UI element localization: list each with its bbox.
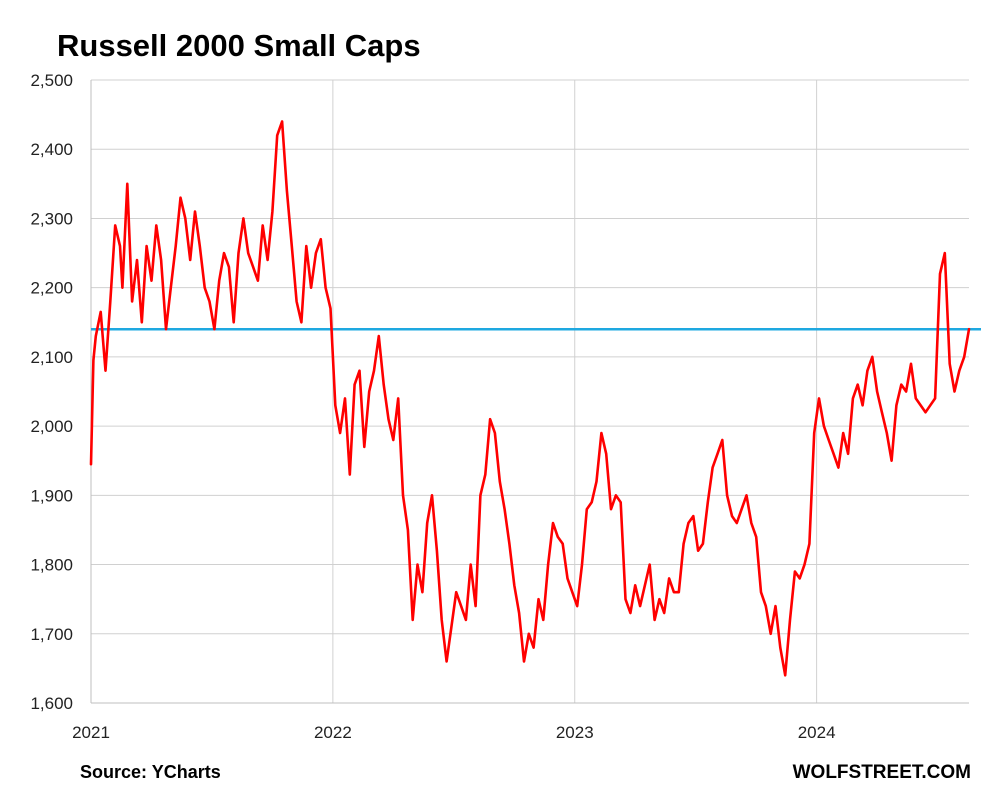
y-tick-label: 2,300 <box>30 209 73 228</box>
y-tick-label: 2,200 <box>30 279 73 298</box>
source-note: Source: YCharts <box>80 762 221 782</box>
y-tick-labels: 1,600 1,700 1,800 1,900 2,000 2,100 2,200 2,300… <box>30 71 73 713</box>
y-tick-label: 1,700 <box>30 625 73 644</box>
x-tick-labels: 2021 2022 2023 2024 <box>72 723 835 742</box>
y-tick-label: 2,400 <box>30 140 73 159</box>
x-tick-label: 2021 <box>72 723 110 742</box>
brand-label: WOLFSTREET.COM <box>792 762 971 783</box>
y-tick-label: 1,900 <box>30 486 73 505</box>
y-tick-label: 2,100 <box>30 348 73 367</box>
series-line <box>89 120 971 677</box>
series-layer <box>89 120 971 677</box>
y-tick-label: 1,800 <box>30 556 73 575</box>
chart-title: Russell 2000 Small Caps <box>57 28 421 63</box>
y-tick-label: 2,000 <box>30 417 73 436</box>
x-tick-label: 2023 <box>556 723 594 742</box>
x-tick-label: 2022 <box>314 723 352 742</box>
y-tick-label: 1,600 <box>30 694 73 713</box>
y-tick-label: 2,500 <box>30 71 73 90</box>
x-tick-label: 2024 <box>798 723 836 742</box>
axis-lines <box>90 80 969 704</box>
y-gridlines <box>91 79 969 704</box>
